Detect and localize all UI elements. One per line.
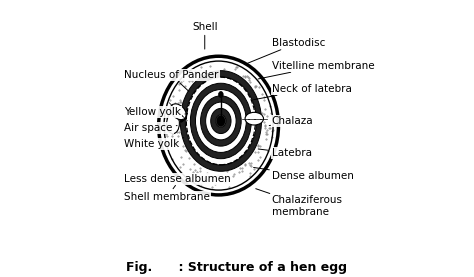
Ellipse shape [216, 115, 226, 127]
Text: White yolk: White yolk [124, 138, 183, 149]
Ellipse shape [201, 96, 241, 146]
Ellipse shape [180, 71, 262, 171]
Text: Neck of latebra: Neck of latebra [254, 84, 351, 100]
Ellipse shape [159, 56, 278, 195]
Text: Air space: Air space [124, 123, 177, 133]
Text: Less dense albumen: Less dense albumen [124, 170, 231, 184]
Text: Dense albumen: Dense albumen [254, 168, 354, 181]
Ellipse shape [195, 89, 246, 152]
Ellipse shape [206, 102, 236, 140]
Text: Shell: Shell [192, 22, 218, 49]
Text: Nucleus of Pander: Nucleus of Pander [124, 70, 219, 91]
Text: Blastodisc: Blastodisc [244, 38, 325, 65]
Text: Shell membrane: Shell membrane [124, 185, 210, 202]
Ellipse shape [217, 116, 225, 127]
Text: Chalaza: Chalaza [269, 116, 313, 126]
Text: Vitelline membrane: Vitelline membrane [258, 61, 374, 79]
Text: Latebra: Latebra [258, 148, 311, 158]
Ellipse shape [191, 83, 251, 159]
Ellipse shape [185, 77, 256, 165]
Text: Chalaziferous
membrane: Chalaziferous membrane [256, 189, 343, 217]
Ellipse shape [211, 108, 231, 134]
Ellipse shape [219, 91, 223, 98]
Ellipse shape [167, 113, 179, 134]
Ellipse shape [245, 112, 264, 125]
Text: Yellow yolk: Yellow yolk [124, 107, 186, 117]
Ellipse shape [170, 104, 186, 120]
Text: Fig.      : Structure of a hen egg: Fig. : Structure of a hen egg [127, 261, 347, 274]
